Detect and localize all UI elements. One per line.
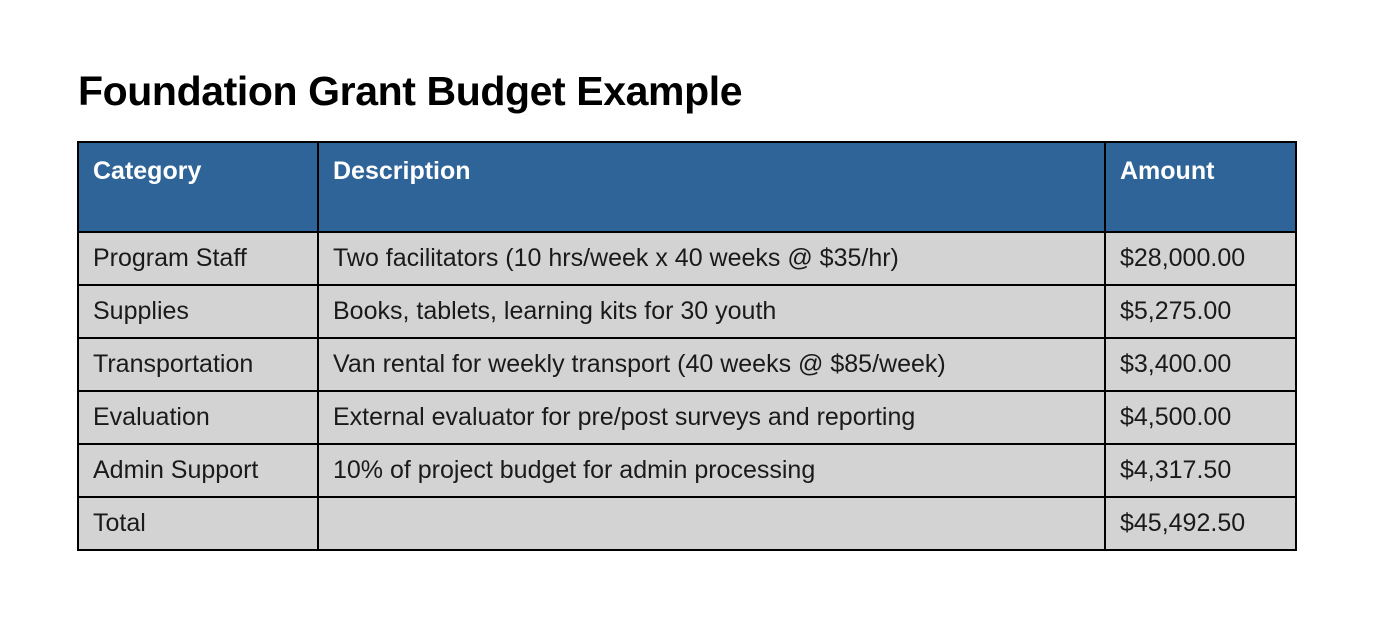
table-header: Category Description Amount	[77, 141, 1297, 233]
cell-description: Van rental for weekly transport (40 week…	[317, 337, 1106, 392]
table-row: Admin Support 10% of project budget for …	[77, 443, 1297, 498]
cell-description: Two facilitators (10 hrs/week x 40 weeks…	[317, 231, 1106, 286]
cell-amount: $45,492.50	[1104, 496, 1297, 551]
budget-table-container: Category Description Amount Program Staf…	[77, 141, 1297, 551]
cell-amount: $28,000.00	[1104, 231, 1297, 286]
budget-table: Category Description Amount Program Staf…	[77, 141, 1297, 551]
table-row: Program Staff Two facilitators (10 hrs/w…	[77, 231, 1297, 286]
cell-description: 10% of project budget for admin processi…	[317, 443, 1106, 498]
cell-category: Evaluation	[77, 390, 319, 445]
cell-category: Admin Support	[77, 443, 319, 498]
cell-category: Transportation	[77, 337, 319, 392]
table-header-row: Category Description Amount	[77, 141, 1297, 233]
table-row: Supplies Books, tablets, learning kits f…	[77, 284, 1297, 339]
table-row: Transportation Van rental for weekly tra…	[77, 337, 1297, 392]
column-header-category: Category	[77, 141, 319, 233]
cell-description: Books, tablets, learning kits for 30 you…	[317, 284, 1106, 339]
cell-amount: $3,400.00	[1104, 337, 1297, 392]
cell-description: External evaluator for pre/post surveys …	[317, 390, 1106, 445]
table-body: Program Staff Two facilitators (10 hrs/w…	[77, 231, 1297, 551]
cell-description	[317, 496, 1106, 551]
cell-amount: $4,500.00	[1104, 390, 1297, 445]
table-row: Evaluation External evaluator for pre/po…	[77, 390, 1297, 445]
cell-category: Program Staff	[77, 231, 319, 286]
column-header-description: Description	[317, 141, 1106, 233]
column-header-amount: Amount	[1104, 141, 1297, 233]
cell-amount: $5,275.00	[1104, 284, 1297, 339]
cell-category: Total	[77, 496, 319, 551]
page-title: Foundation Grant Budget Example	[78, 68, 743, 114]
cell-category: Supplies	[77, 284, 319, 339]
table-row-total: Total $45,492.50	[77, 496, 1297, 551]
cell-amount: $4,317.50	[1104, 443, 1297, 498]
